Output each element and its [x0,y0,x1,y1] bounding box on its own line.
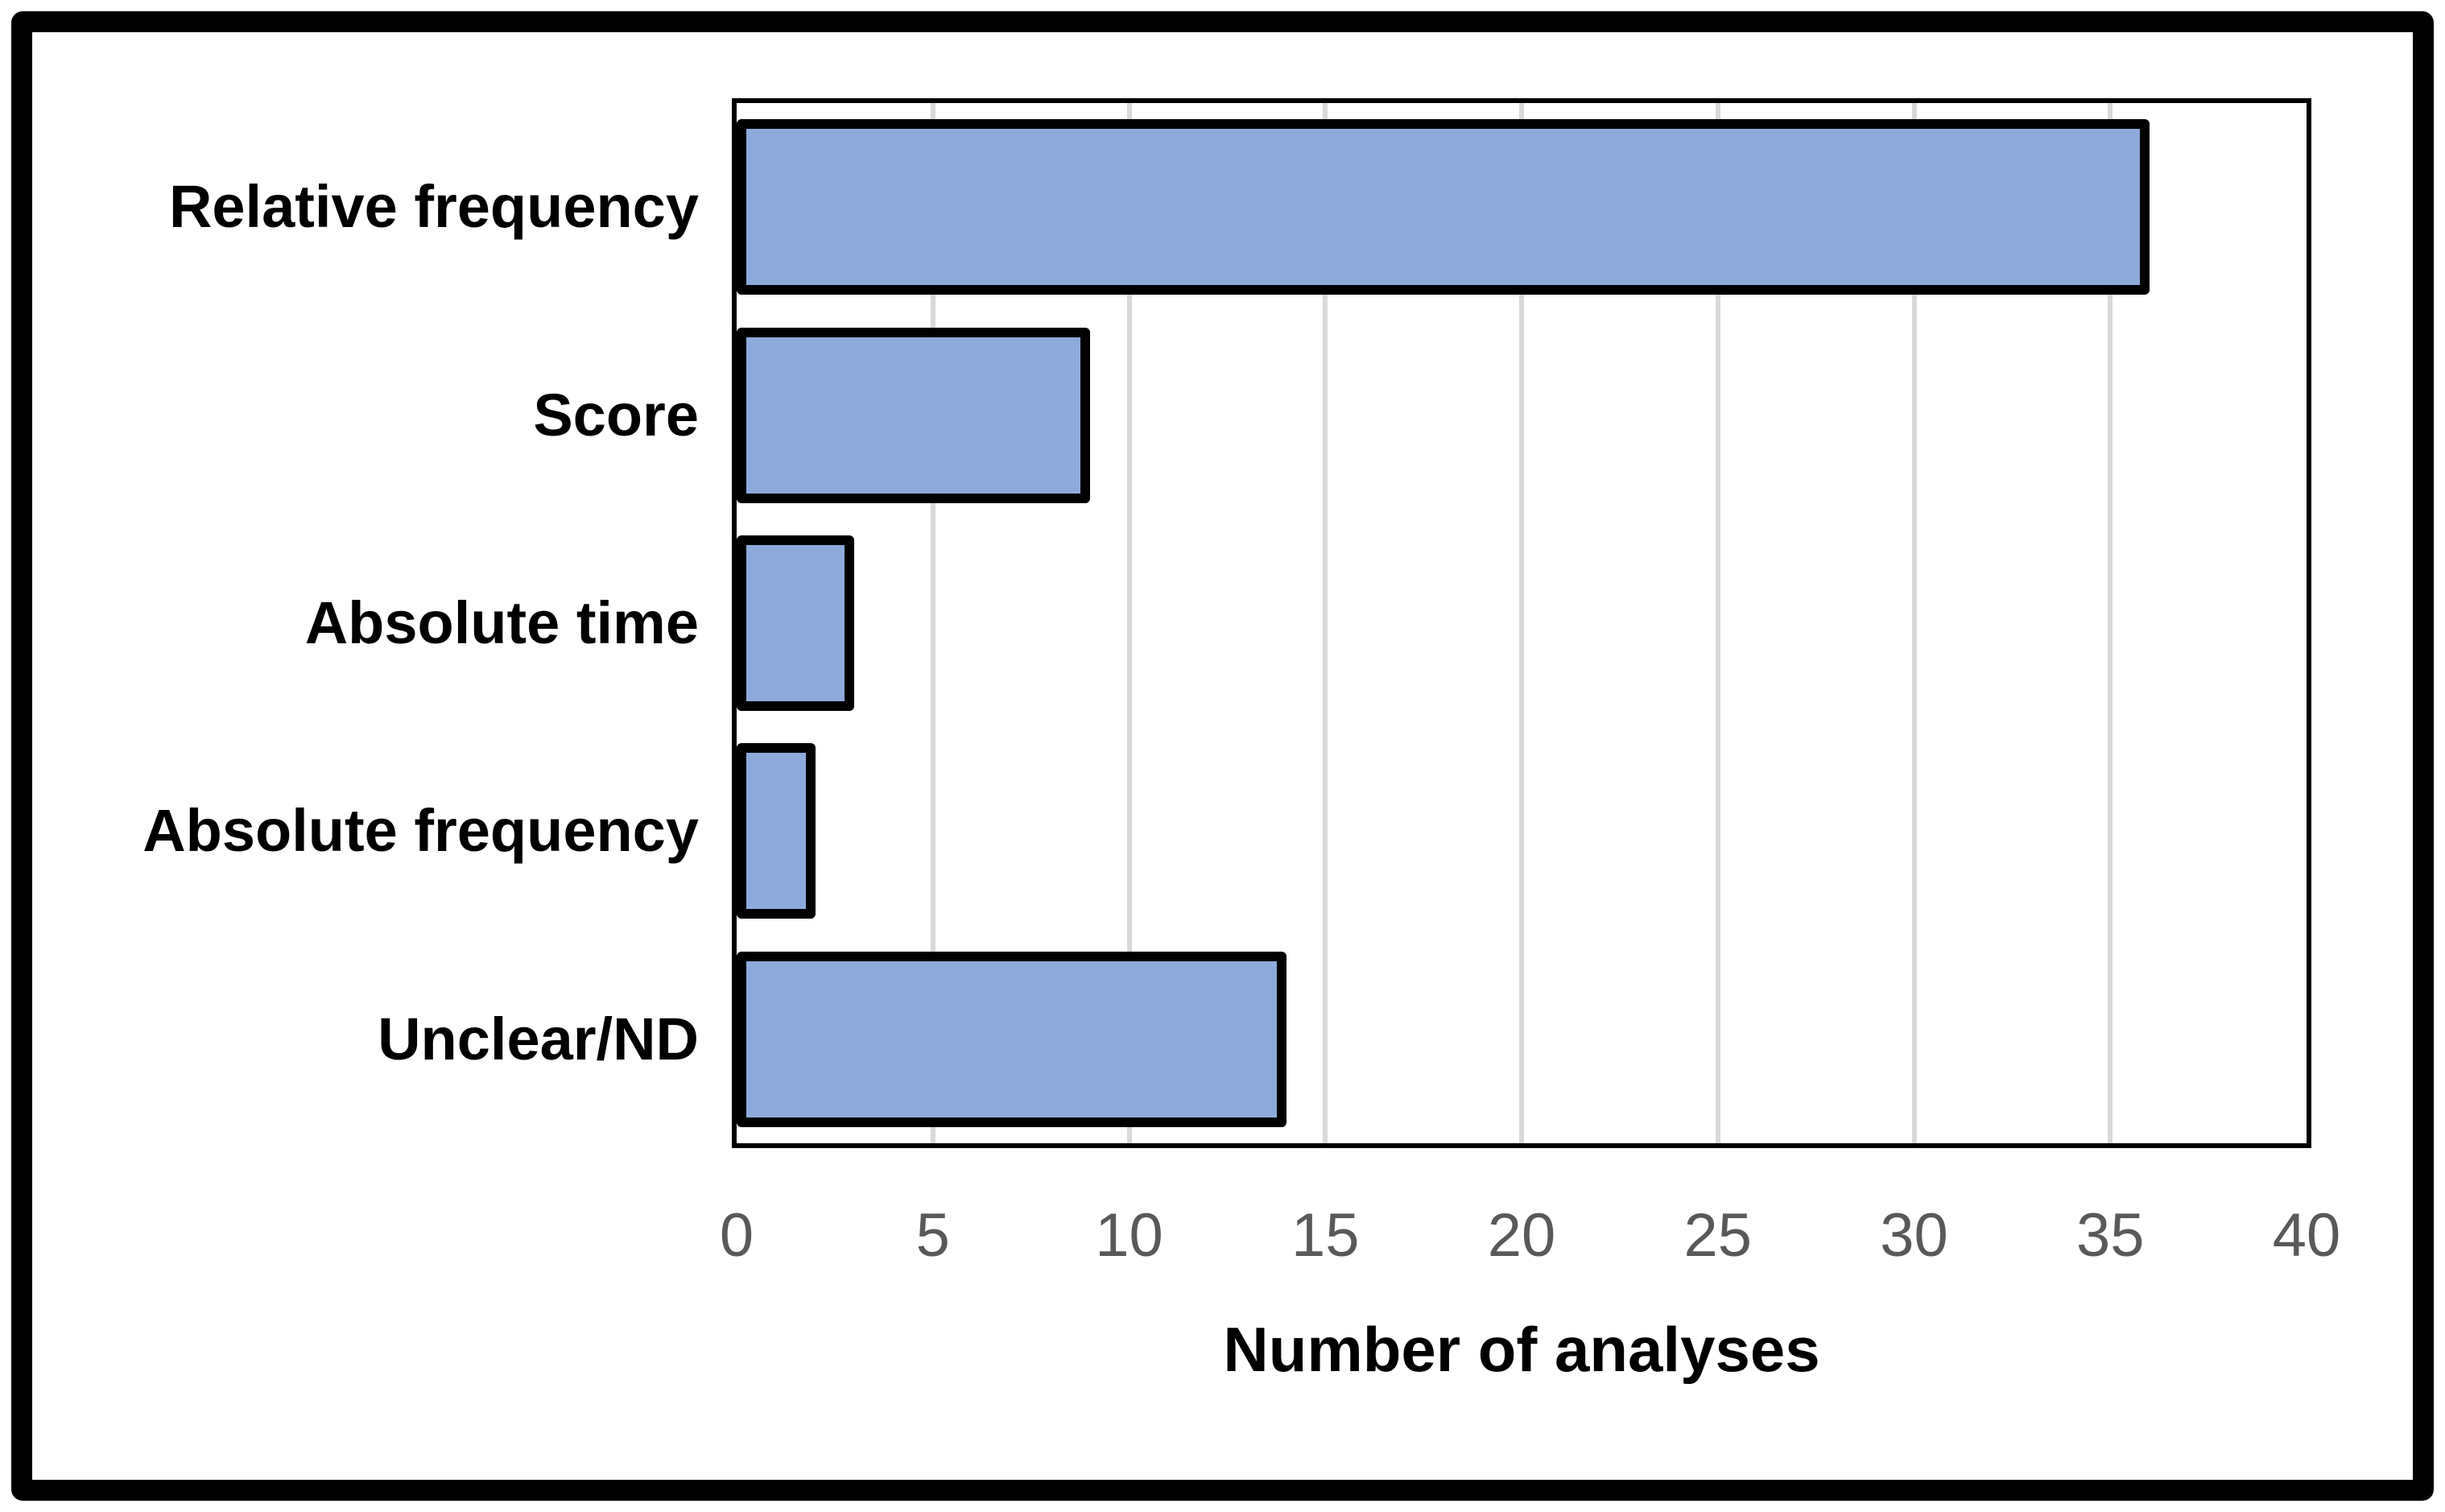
category-label-unclear-nd: Unclear/ND [378,1005,699,1072]
x-tick-label-20: 20 [1487,1201,1556,1270]
gridline-25 [1715,103,1720,1143]
gridline-35 [2108,103,2113,1143]
x-tick-label-15: 15 [1291,1201,1360,1270]
x-tick-label-25: 25 [1683,1201,1753,1270]
x-tick-label-35: 35 [2075,1201,2145,1270]
gridline-15 [1323,103,1328,1143]
gridline-5 [930,103,935,1143]
gridline-30 [1911,103,1917,1143]
plot-inner [737,103,2307,1143]
category-label-absolute-time: Absolute time [304,589,699,656]
category-label-score: Score [533,381,699,448]
category-label-relative-frequency: Relative frequency [168,173,699,241]
x-axis-title: Number of analyses [1223,1314,1820,1385]
x-tick-label-5: 5 [915,1201,950,1270]
plot-area [732,98,2311,1148]
x-tick-label-40: 40 [2272,1201,2341,1270]
bar-absolute-frequency [737,743,816,919]
bar-score [737,327,1090,503]
bar-absolute-time [737,535,855,711]
bar-relative-frequency [737,119,2150,295]
gridline-20 [1519,103,1524,1143]
x-tick-label-0: 0 [719,1201,754,1270]
x-tick-label-30: 30 [1880,1201,1948,1270]
gridline-10 [1126,103,1132,1143]
category-label-absolute-frequency: Absolute frequency [142,797,699,865]
bar-unclear-nd [737,951,1287,1127]
x-tick-label-10: 10 [1095,1201,1163,1270]
